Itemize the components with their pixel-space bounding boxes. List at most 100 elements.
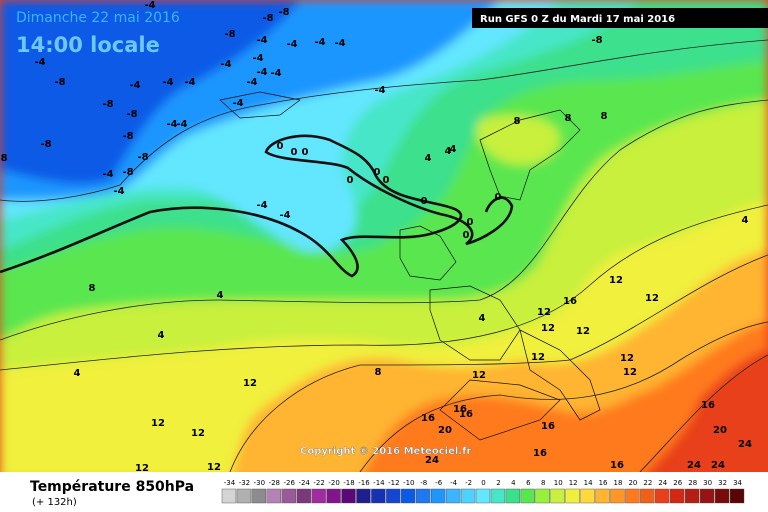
contour-label: 24 <box>738 439 752 450</box>
contour-label: -8 <box>262 13 273 24</box>
scale-swatch <box>505 488 521 504</box>
scale-swatch <box>386 488 401 504</box>
scale-label: 6 <box>526 479 531 487</box>
run-box <box>472 8 768 28</box>
contour-label: -8 <box>0 153 8 164</box>
contour-label: 8 <box>89 283 96 294</box>
scale-label: 14 <box>584 479 593 487</box>
contour-label: 24 <box>687 460 701 471</box>
scale-swatch <box>221 488 237 504</box>
contour-label: 12 <box>472 370 486 381</box>
scale-swatch <box>595 488 610 504</box>
scale-label: -18 <box>343 479 354 487</box>
contour-label: 0 <box>374 167 381 178</box>
scale-label: 24 <box>658 479 667 487</box>
contour-label: 12 <box>620 353 634 364</box>
contour-label: 0 <box>291 147 298 158</box>
contour-label: -4 <box>252 53 263 64</box>
contour-label: -4 <box>184 77 195 88</box>
contour-label: -8 <box>224 29 235 40</box>
contour-label: 12 <box>645 293 659 304</box>
contour-label: 8 <box>601 111 608 122</box>
scale-swatch <box>460 488 476 504</box>
scale-label: -6 <box>435 479 443 487</box>
contour-label: -4 <box>34 57 45 68</box>
contour-label: -4 <box>232 98 243 109</box>
scale-label: -28 <box>269 479 280 487</box>
scale-swatch <box>550 488 565 504</box>
contour-label: 16 <box>563 296 577 307</box>
run-info: Run GFS 0 Z du Mardi 17 mai 2016 <box>480 14 675 25</box>
contour-label: -8 <box>278 7 289 18</box>
contour-label: 24 <box>711 460 725 471</box>
scale-swatch <box>520 488 535 504</box>
scale-swatch <box>431 488 446 504</box>
scale-label: 26 <box>673 479 682 487</box>
contour-label: -8 <box>591 35 602 46</box>
scale-swatch <box>356 488 371 504</box>
contour-label: 12 <box>623 367 637 378</box>
scale-swatch <box>610 488 625 504</box>
scale-swatch <box>580 488 595 504</box>
contour-label: 0 <box>463 230 470 241</box>
contour-label: -4 <box>166 119 177 130</box>
scale-label: 12 <box>569 479 578 487</box>
contour-label: 4 <box>479 313 486 324</box>
scale-label: 8 <box>541 479 545 487</box>
contour-label: 16 <box>610 460 624 471</box>
scale-swatch <box>535 488 550 504</box>
contour-label: -4 <box>246 77 257 88</box>
contour-label: 0 <box>495 192 502 203</box>
contour-label: 8 <box>375 367 382 378</box>
scale-label: -20 <box>328 479 339 487</box>
scale-swatch <box>685 488 700 504</box>
scale-label: -34 <box>224 479 236 487</box>
contour-label: -4 <box>314 37 325 48</box>
contour-label: 0 <box>467 217 474 228</box>
scale-swatch <box>670 488 685 504</box>
scale-label: -30 <box>254 479 265 487</box>
contour-label: 12 <box>541 323 555 334</box>
scale-label: 4 <box>511 479 516 487</box>
contour-label: 12 <box>576 326 590 337</box>
scale-swatch <box>341 488 356 504</box>
scale-swatch <box>565 488 580 504</box>
contour-label: -4 <box>144 0 155 11</box>
scale-swatch <box>371 488 386 504</box>
contour-label: 16 <box>459 409 473 420</box>
scale-label: 16 <box>599 479 608 487</box>
temperature-field <box>0 0 768 472</box>
scale-label: 28 <box>688 479 697 487</box>
scale-label: -14 <box>373 479 385 487</box>
copyright: Copyright © 2016 Meteociel.fr <box>300 446 471 457</box>
contour-label: -8 <box>54 77 65 88</box>
contour-label: 12 <box>151 418 165 429</box>
contour-label: 20 <box>713 425 727 436</box>
scale-swatch <box>699 488 715 504</box>
contour-label: 20 <box>438 425 452 436</box>
scale-swatch <box>296 488 311 504</box>
contour-label: -8 <box>122 167 133 178</box>
contour-label: -4 <box>220 59 231 70</box>
contour-label: -8 <box>40 139 51 150</box>
scale-label: -10 <box>403 479 414 487</box>
scale-swatch <box>655 488 670 504</box>
contour-label: -8 <box>137 152 148 163</box>
scale-swatch <box>326 488 341 504</box>
contour-label: 12 <box>243 378 257 389</box>
contour-label: -8 <box>126 109 137 120</box>
contour-label: -8 <box>122 131 133 142</box>
scale-swatch <box>416 488 431 504</box>
contour-label: -4 <box>279 210 290 221</box>
contour-label: -4 <box>162 77 173 88</box>
scale-label: 0 <box>481 479 485 487</box>
scale-label: 2 <box>496 479 500 487</box>
scale-swatch <box>401 488 416 504</box>
scale-swatch <box>311 488 326 504</box>
contour-label: 12 <box>135 463 149 474</box>
scale-label: -4 <box>450 479 458 487</box>
contour-label: 0 <box>277 141 284 152</box>
scale-swatch <box>490 488 506 504</box>
field-title: Température 850hPa <box>30 479 194 495</box>
